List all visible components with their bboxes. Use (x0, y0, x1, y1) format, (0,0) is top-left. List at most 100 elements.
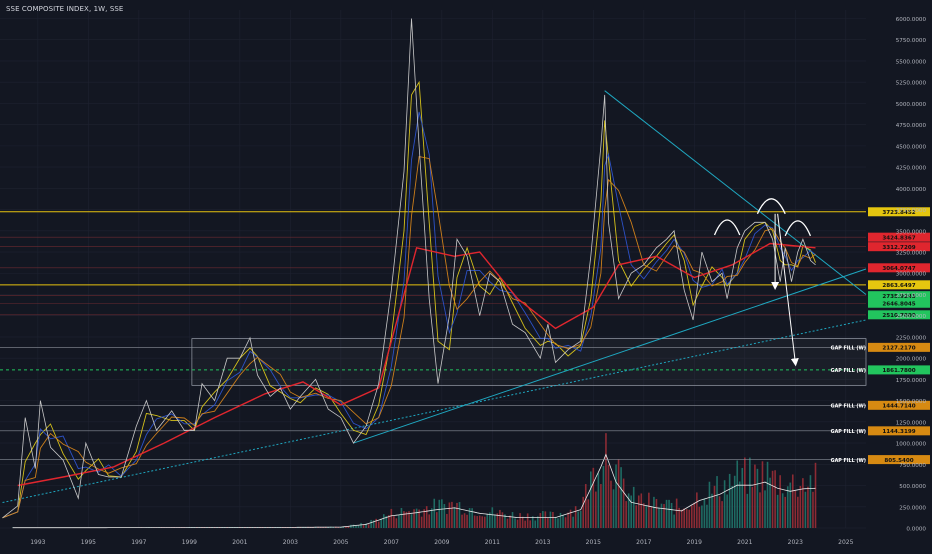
volume-bar (782, 493, 784, 528)
y-tick-label: 3000.0000 (896, 272, 927, 278)
gap-fill-tag: GAP FILL (W) (831, 404, 866, 410)
volume-bar (555, 517, 557, 528)
x-tick-label: 2005 (333, 539, 348, 546)
volume-bar (358, 526, 360, 528)
volume-bar (716, 476, 718, 528)
volume-bar (449, 503, 451, 528)
x-tick-label: 2007 (384, 539, 399, 546)
volume-bar (623, 479, 625, 528)
volume-bar (567, 513, 569, 528)
volume-bar (502, 512, 504, 528)
volume-bar (774, 470, 776, 528)
volume-bar (815, 463, 817, 528)
volume-bar (643, 503, 645, 528)
volume-bar (439, 500, 441, 528)
volume-bar (433, 499, 435, 528)
volume-bar (426, 506, 428, 528)
volume-bar (681, 510, 683, 528)
volume-bar (683, 508, 685, 528)
volume-bar (509, 516, 511, 528)
volume-bar (532, 516, 534, 528)
volume-bar (802, 478, 804, 528)
volume-bar (540, 513, 542, 528)
volume-bar (507, 519, 509, 528)
volume-bar (590, 471, 592, 528)
volume-bar (640, 493, 642, 528)
volume-bar (608, 465, 610, 528)
volume-bar (368, 524, 370, 528)
volume-bar (577, 512, 579, 528)
volume-bar (603, 466, 605, 528)
volume-bar (666, 500, 668, 528)
level-value: 1861.7800 (882, 368, 915, 374)
volume-bar (375, 519, 377, 528)
volume-bar (810, 475, 812, 528)
y-tick-label: 4250.0000 (896, 166, 927, 172)
volume-bar (721, 501, 723, 528)
x-tick-label: 2021 (737, 539, 752, 546)
volume-bar (529, 520, 531, 528)
volume-bar (459, 502, 461, 528)
volume-bar (587, 499, 589, 528)
y-tick-label: 4750.0000 (896, 123, 927, 129)
level-value: 1144.3199 (882, 429, 915, 435)
volume-bar (661, 504, 663, 528)
volume-bar (779, 475, 781, 528)
volume-bar (714, 486, 716, 528)
volume-bar (598, 473, 600, 528)
x-tick-label: 1997 (131, 539, 146, 546)
volume-bar (582, 497, 584, 528)
volume-bar (441, 499, 443, 528)
volume-bar (393, 516, 395, 528)
gap-fill-tag: GAP FILL (W) (831, 429, 866, 435)
volume-bar (729, 474, 731, 528)
volume-bar (635, 505, 637, 528)
volume-bar (446, 514, 448, 528)
volume-bar (787, 486, 789, 528)
volume-bar (618, 459, 620, 528)
volume-bar (396, 518, 398, 528)
volume-bar (545, 511, 547, 528)
volume-bar (451, 502, 453, 528)
volume-bar (762, 461, 764, 528)
volume-bar (792, 474, 794, 528)
x-tick-label: 2011 (485, 539, 500, 546)
volume-bar (461, 515, 463, 528)
volume-bar (651, 507, 653, 528)
volume-bar (686, 509, 688, 528)
volume-bar (759, 492, 761, 528)
volume-bar (391, 509, 393, 528)
volume-bar (795, 491, 797, 528)
volume-bar (416, 509, 418, 528)
volume-bar (565, 517, 567, 528)
volume-bar (625, 501, 627, 528)
y-tick-label: 3750.0000 (896, 208, 927, 214)
volume-bar (754, 465, 756, 528)
x-tick-label: 1999 (182, 539, 197, 546)
volume-bar (466, 515, 468, 528)
volume-bar (403, 511, 405, 528)
y-tick-label: 4500.0000 (896, 144, 927, 150)
volume-bar (428, 514, 430, 528)
gap-fill-tag: GAP FILL (W) (831, 368, 866, 374)
gap-fill-tag: GAP FILL (W) (831, 458, 866, 464)
volume-bar (706, 505, 708, 528)
y-tick-label: 6000.0000 (896, 17, 927, 23)
volume-bar (444, 504, 446, 528)
volume-bar (479, 516, 481, 528)
volume-bar (411, 514, 413, 528)
volume-bar (615, 465, 617, 528)
volume-bar (413, 509, 415, 528)
volume-bar (739, 481, 741, 528)
x-tick-label: 1995 (81, 539, 96, 546)
volume-bar (797, 497, 799, 528)
y-tick-label: 2000.0000 (896, 357, 927, 363)
chart-title: SSE COMPOSITE INDEX, 1W, SSE (6, 5, 123, 13)
volume-bar (772, 471, 774, 528)
volume-bar (378, 522, 380, 528)
volume-bar (484, 517, 486, 528)
x-tick-label: 2015 (586, 539, 601, 546)
y-tick-label: 1250.0000 (896, 420, 927, 426)
